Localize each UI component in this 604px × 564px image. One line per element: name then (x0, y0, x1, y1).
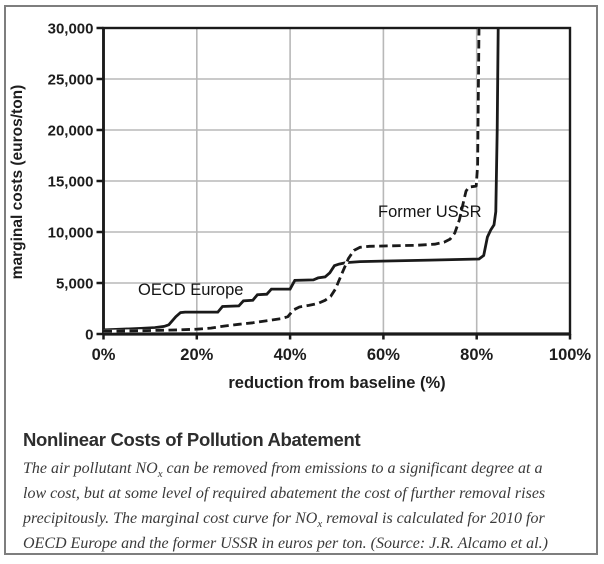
x-tick-label: 40% (274, 346, 307, 364)
x-tick-label: 80% (460, 346, 493, 364)
x-tick-label: 20% (180, 346, 213, 364)
y-axis-title: marginal costs (euros/ton) (9, 85, 26, 280)
x-axis-title: reduction from baseline (%) (228, 374, 445, 392)
x-tick-label: 60% (367, 346, 400, 364)
caption-line: precipitously. The marginal cost curve f… (23, 510, 545, 531)
series-label-former-ussr: Former USSR (378, 203, 482, 221)
caption-line: OECD Europe and the former USSR in euros… (23, 535, 548, 552)
x-tick-label: 0% (92, 346, 116, 364)
plot-ticks: 0 5,000 10,000 15,000 20,000 25,000 30,000 0% 20… (48, 21, 592, 365)
plot-series (103, 27, 500, 333)
caption-line: The air pollutant NOx can be removed fro… (23, 460, 543, 481)
y-tick-label: 15,000 (48, 174, 94, 191)
y-tick-label: 25,000 (48, 72, 94, 89)
figure-caption: The air pollutant NOx can be removed fro… (23, 456, 583, 556)
series-line-oecd-europe (103, 27, 500, 332)
series-label-oecd-europe: OECD Europe (138, 281, 243, 299)
x-tick-label: 100% (549, 346, 592, 364)
y-tick-label: 10,000 (48, 225, 94, 242)
caption-line: low cost, but at some level of required … (23, 485, 546, 502)
y-tick-label: 30,000 (48, 21, 94, 38)
marginal-cost-chart: 0 5,000 10,000 15,000 20,000 25,000 30,000 0% 20… (9, 21, 592, 393)
caption-block: Nonlinear Costs of Pollution Abatement T… (23, 428, 583, 556)
figure-title: Nonlinear Costs of Pollution Abatement (23, 429, 361, 450)
series-line-former-ussr (103, 27, 481, 333)
y-tick-label: 0 (85, 327, 93, 344)
y-tick-label: 20,000 (48, 123, 94, 140)
y-tick-label: 5,000 (56, 276, 94, 293)
